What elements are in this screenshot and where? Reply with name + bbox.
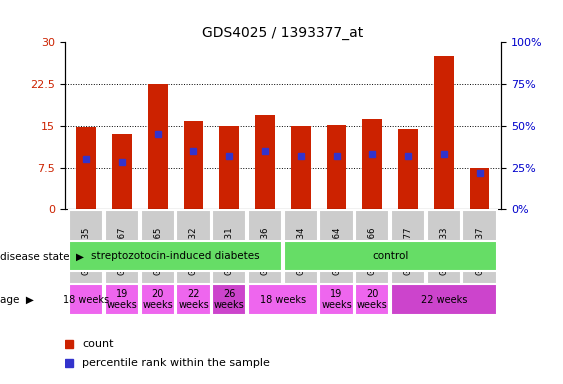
Bar bbox=[398, 129, 418, 209]
Text: streptozotocin-induced diabetes: streptozotocin-induced diabetes bbox=[91, 251, 260, 262]
Text: 19
weeks: 19 weeks bbox=[106, 289, 137, 310]
Text: 20
weeks: 20 weeks bbox=[142, 289, 173, 310]
Bar bbox=[462, 210, 497, 291]
Bar bbox=[176, 210, 211, 291]
Bar bbox=[284, 241, 497, 271]
Bar bbox=[176, 284, 211, 315]
Bar bbox=[319, 210, 354, 291]
Bar bbox=[77, 127, 96, 209]
Text: 26
weeks: 26 weeks bbox=[214, 289, 245, 310]
Text: 18 weeks: 18 weeks bbox=[260, 295, 306, 305]
Text: 22 weeks: 22 weeks bbox=[421, 295, 467, 305]
Title: GDS4025 / 1393377_at: GDS4025 / 1393377_at bbox=[202, 26, 364, 40]
Bar bbox=[220, 126, 239, 209]
Bar bbox=[255, 115, 275, 209]
Text: GSM317267: GSM317267 bbox=[118, 227, 127, 275]
Text: GSM317236: GSM317236 bbox=[261, 227, 270, 275]
Bar bbox=[248, 284, 318, 315]
Bar bbox=[105, 210, 139, 291]
Text: GSM317235: GSM317235 bbox=[82, 227, 91, 275]
Bar bbox=[212, 284, 247, 315]
Text: GSM317237: GSM317237 bbox=[475, 227, 484, 275]
Text: control: control bbox=[372, 251, 408, 262]
Text: percentile rank within the sample: percentile rank within the sample bbox=[82, 358, 270, 368]
Bar bbox=[291, 126, 311, 209]
Bar bbox=[434, 56, 454, 209]
Bar bbox=[69, 284, 104, 315]
Bar bbox=[112, 134, 132, 209]
Text: GSM317231: GSM317231 bbox=[225, 227, 234, 275]
Text: 19
weeks: 19 weeks bbox=[321, 289, 352, 310]
Bar bbox=[319, 284, 354, 315]
Bar bbox=[427, 210, 461, 291]
Text: 22
weeks: 22 weeks bbox=[178, 289, 209, 310]
Bar bbox=[355, 210, 390, 291]
Bar bbox=[248, 210, 282, 291]
Bar bbox=[212, 210, 247, 291]
Text: 20
weeks: 20 weeks bbox=[357, 289, 388, 310]
Bar bbox=[363, 119, 382, 209]
Bar bbox=[148, 84, 168, 209]
Bar bbox=[391, 284, 497, 315]
Text: 18 weeks: 18 weeks bbox=[63, 295, 109, 305]
Text: GSM317234: GSM317234 bbox=[296, 227, 305, 275]
Bar bbox=[470, 167, 489, 209]
Bar bbox=[391, 210, 425, 291]
Bar bbox=[69, 210, 104, 291]
Text: count: count bbox=[82, 339, 114, 349]
Bar bbox=[355, 284, 390, 315]
Text: disease state  ▶: disease state ▶ bbox=[0, 251, 84, 262]
Text: GSM317177: GSM317177 bbox=[404, 227, 413, 275]
Text: GSM317233: GSM317233 bbox=[439, 227, 448, 275]
Text: GSM317265: GSM317265 bbox=[153, 227, 162, 275]
Text: age  ▶: age ▶ bbox=[0, 295, 34, 305]
Bar bbox=[284, 210, 318, 291]
Text: GSM317232: GSM317232 bbox=[189, 227, 198, 275]
Bar bbox=[141, 210, 175, 291]
Bar bbox=[105, 284, 139, 315]
Text: GSM317266: GSM317266 bbox=[368, 227, 377, 275]
Bar bbox=[184, 121, 203, 209]
Bar bbox=[141, 284, 175, 315]
Bar bbox=[327, 125, 346, 209]
Text: GSM317264: GSM317264 bbox=[332, 227, 341, 275]
Bar bbox=[69, 241, 282, 271]
